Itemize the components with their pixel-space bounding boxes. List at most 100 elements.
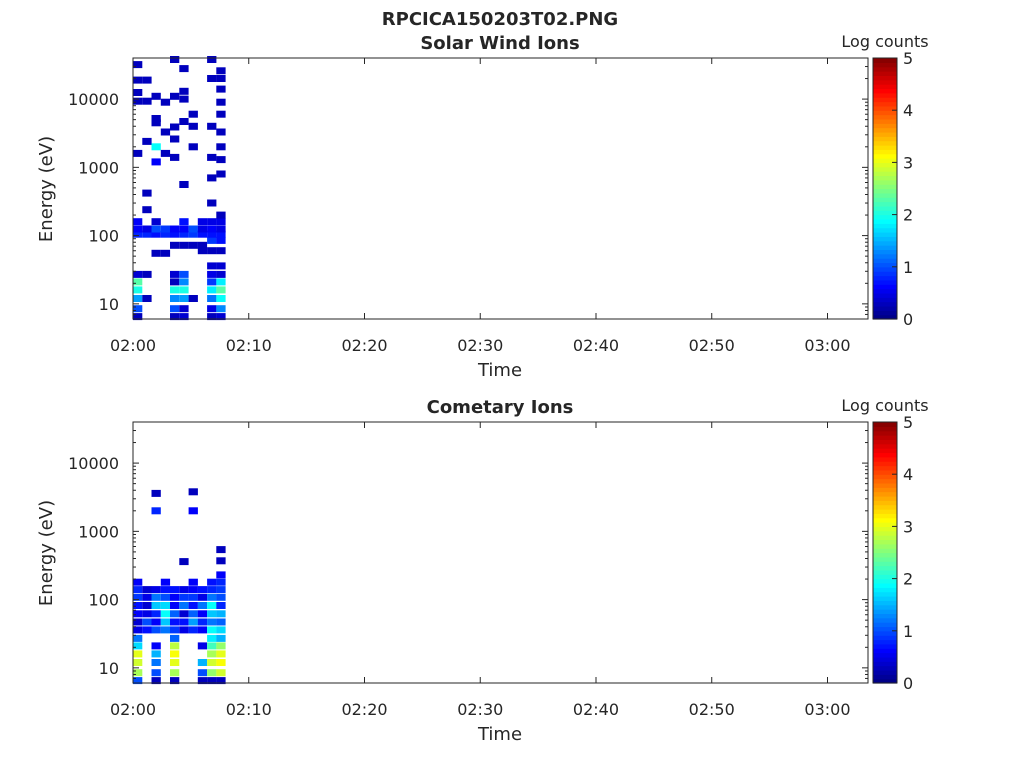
colorbar-segment [873, 192, 897, 198]
heatmap-cell [216, 110, 226, 118]
heatmap-cell [133, 650, 143, 658]
heatmap-cell [179, 118, 189, 125]
colorbar-segment [873, 422, 897, 427]
colorbar-segment [873, 266, 897, 272]
colorbar-segment [873, 443, 897, 449]
heatmap-cell [216, 546, 226, 554]
heatmap-cell [207, 122, 217, 130]
heatmap-cell [170, 270, 180, 278]
heatmap-cell [207, 610, 217, 618]
heatmap-cell [151, 218, 161, 226]
colorbar-segment [873, 596, 897, 601]
x-tick-label: 02:40 [573, 700, 619, 719]
colorbar-segment [873, 426, 897, 432]
colorbar-segment [873, 275, 897, 281]
colorbar-segment [873, 652, 897, 658]
plot-area [133, 56, 226, 321]
heatmap-cell [188, 295, 198, 302]
heatmap-cell [170, 593, 180, 601]
cometary-ions-panel: Cometary Ions 02:00 02:10 02:20 02:30 02:40 0… [36, 396, 929, 745]
heatmap-cell [160, 578, 171, 586]
colorbar-segment [873, 439, 897, 445]
heatmap-cell [179, 618, 189, 626]
colorbar-segment [873, 171, 897, 177]
heatmap-cell [142, 610, 152, 618]
colorbar-segment [873, 526, 897, 532]
colorbar-segment [873, 258, 897, 264]
colorbar-tick-label: 4 [903, 465, 913, 484]
x-tick-label: 02:00 [110, 700, 156, 719]
colorbar-segment [873, 448, 897, 454]
colorbar-segment [873, 153, 897, 159]
heatmap-cell [188, 626, 198, 634]
heatmap-cell [216, 593, 226, 601]
heatmap-cell [188, 507, 198, 515]
heatmap-cell [207, 218, 217, 226]
colorbar-segment [873, 210, 897, 216]
colorbar-segment [873, 556, 897, 562]
colorbar-segment [873, 500, 897, 506]
colorbar-segment [873, 205, 897, 211]
x-tick-label: 02:20 [341, 700, 387, 719]
colorbar-segment [873, 118, 897, 124]
colorbar-tick-label: 0 [903, 674, 913, 693]
colorbar-segment [873, 88, 897, 94]
heatmap-cell [207, 642, 217, 650]
colorbar: 0 1 2 3 4 5 [872, 49, 913, 329]
heatmap-cell [216, 286, 226, 294]
heatmap-cell [170, 634, 180, 642]
heatmap-cell [170, 153, 180, 161]
heatmap-cell [133, 76, 143, 84]
heatmap-cell [133, 278, 143, 286]
colorbar-segment [873, 101, 897, 107]
heatmap-cell [179, 218, 189, 226]
panel-title: Cometary Ions [427, 397, 574, 418]
heatmap-cell [133, 642, 143, 650]
heatmap-cell [216, 247, 226, 255]
heatmap-cell [207, 286, 217, 294]
colorbar-frame [872, 421, 898, 684]
colorbar-segment [873, 214, 897, 220]
colorbar-segment [873, 582, 897, 588]
heatmap-cell [207, 295, 217, 302]
heatmap-cell [216, 634, 226, 642]
heatmap-cell [151, 489, 161, 497]
heatmap-cell [160, 225, 171, 233]
heatmap-cell [216, 650, 226, 658]
heatmap-cell [216, 170, 226, 178]
colorbar-segment [873, 284, 897, 290]
heatmap-cell [151, 677, 161, 685]
heatmap-cell [216, 578, 226, 586]
y-tick-label: 10 [99, 659, 119, 678]
plot-area [133, 488, 226, 685]
heatmap-cell [197, 677, 208, 685]
colorbar-segment [873, 123, 897, 129]
colorbar-tick-label: 5 [903, 49, 913, 68]
colorbar-label: Log counts [841, 32, 928, 51]
heatmap-cell [197, 626, 208, 634]
heatmap-cell [133, 659, 143, 666]
colorbar-segment [873, 591, 897, 597]
heatmap-cell [133, 610, 143, 618]
colorbar-segment [873, 114, 897, 120]
y-tick-label: 100 [88, 227, 119, 246]
colorbar-segment [873, 456, 897, 462]
heatmap-cell [179, 95, 189, 103]
solar-wind-panel: Solar Wind Ions 02:00 02:10 02:20 02:30 02:4… [36, 32, 929, 381]
heatmap-cell [160, 98, 171, 106]
heatmap-cell [170, 278, 180, 286]
colorbar-tick-label: 3 [903, 153, 913, 172]
heatmap-cell [207, 669, 217, 677]
heatmap-cell [142, 270, 152, 278]
heatmap-cell [207, 75, 217, 82]
heatmap-cell [216, 642, 226, 650]
colorbar-tick-label: 1 [903, 258, 913, 277]
heatmap-cell [179, 270, 189, 278]
heatmap-cell [170, 610, 180, 618]
heatmap-cell [197, 586, 208, 594]
colorbar-segment [873, 127, 897, 133]
heatmap-cell [133, 578, 143, 586]
heatmap-cell [216, 225, 226, 233]
colorbar-segment [873, 639, 897, 645]
